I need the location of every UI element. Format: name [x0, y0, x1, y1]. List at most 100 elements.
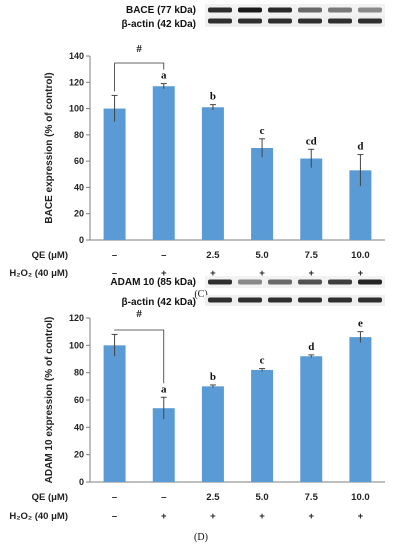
chart1-y-tick-label: 100	[69, 104, 84, 114]
chart2-blot-control-band	[328, 297, 352, 303]
chart2-qe-value: 10.0	[351, 492, 370, 503]
chart2-y-tick-label: 100	[69, 340, 84, 350]
chart2-h2o2-value: +	[308, 511, 314, 522]
chart2-qe-row-label: QE (μM)	[32, 492, 68, 503]
chart1-qe-value: 2.5	[206, 250, 220, 261]
chart1-h2o2-row-label: H₂O₂ (40 μM)	[9, 268, 68, 279]
chart1-blot-target-label: BACE (77 kDa)	[126, 5, 196, 16]
chart1-y-tick-label: 80	[74, 130, 84, 140]
chart1-qe-value: 10.0	[351, 250, 370, 261]
chart1-blot-control-strip	[205, 16, 385, 27]
chart2-significance-letter: d	[308, 341, 314, 353]
chart1-h2o2-value: +	[161, 268, 167, 279]
chart2-qe-value: –	[161, 492, 166, 503]
chart1-qe-value: –	[161, 250, 166, 261]
chart2-qe-value: 2.5	[206, 492, 220, 503]
chart2-blot-target-band	[328, 279, 352, 285]
chart1-blot-target-band	[238, 7, 262, 13]
chart1-blot-control-band	[238, 18, 262, 24]
chart2-h2o2-value: +	[358, 511, 364, 522]
chart2-qe-value: 5.0	[255, 492, 268, 503]
chart2-blot-target-band	[358, 279, 382, 285]
chart1-bar	[201, 107, 224, 240]
chart2-blot-control-band	[208, 297, 232, 303]
chart1-y-tick-label: 40	[74, 182, 84, 192]
chart1-blot-control-label: β-actin (42 kDa)	[122, 19, 196, 30]
chart2-comparison-bracket	[114, 329, 165, 384]
chart2-blot-target-band	[238, 279, 262, 285]
chart2-blot-control-band	[238, 297, 262, 303]
chart1-qe-value: 7.5	[305, 250, 319, 261]
chart1-significance-letter: b	[210, 91, 216, 103]
chart2-blot-target-label: ADAM 10 (85 kDa)	[110, 277, 196, 288]
chart2-blot-control-band	[298, 297, 322, 303]
chart1-blot-target-band	[268, 7, 292, 13]
chart1-significance-letter: cd	[306, 135, 317, 147]
chart1-bar	[152, 86, 175, 240]
chart1-panel-label: (C)	[194, 289, 207, 300]
chart2-h2o2-row-label: H₂O₂ (40 μM)	[9, 511, 68, 522]
chart1-comparison-bracket	[114, 62, 165, 92]
chart2-blot-target-strip	[205, 276, 385, 288]
chart1-y-tick-label: 120	[69, 77, 84, 87]
chart1-blot-target-band	[358, 7, 382, 13]
chart1-significance-letter: a	[161, 70, 167, 82]
chart2-significance-letter: c	[260, 355, 265, 367]
chart2-bar	[300, 356, 323, 482]
chart2-h2o2-value: –	[112, 511, 117, 522]
chart1-blot-target-strip	[205, 4, 385, 16]
chart1-bar	[251, 148, 274, 240]
chart2-h2o2-value: +	[210, 511, 216, 522]
chart1-y-tick-label: 140	[69, 51, 84, 61]
chart1-blot-target-band	[208, 7, 232, 13]
chart1-significance-letter: d	[357, 141, 363, 153]
chart2-blot-control-band	[268, 297, 292, 303]
chart2-significance-letter: b	[210, 371, 216, 383]
chart1-blot-control-band	[298, 18, 322, 24]
chart2-y-tick-label: 20	[74, 450, 84, 460]
chart1-y-tick-label: 60	[74, 156, 84, 166]
chart2-h2o2-value: +	[161, 511, 167, 522]
chart2-significance-letter: e	[358, 318, 363, 330]
chart2-blot-control-band	[358, 297, 382, 303]
chart1-qe-value: 5.0	[255, 250, 268, 261]
chart1-blot-control-band	[208, 18, 232, 24]
chart2-bar	[152, 408, 175, 482]
chart2-h2o2-value: +	[259, 511, 265, 522]
chart1-y-axis-title: BACE expression (% of control)	[44, 72, 55, 223]
chart1-blot-target-band	[298, 7, 322, 13]
chart2-y-tick-label: 120	[69, 313, 84, 323]
chart2-y-axis-title: ADAM 10 expression (% of control)	[44, 317, 55, 484]
chart1-blot-target-band	[328, 7, 352, 13]
chart2-bar	[103, 345, 126, 482]
chart2-qe-value: –	[112, 492, 117, 503]
chart1-h2o2-value: +	[358, 268, 364, 279]
chart1-hash-mark: #	[136, 43, 142, 55]
chart2-y-tick-label: 0	[79, 477, 84, 487]
chart1-y-tick-label: 0	[79, 235, 84, 245]
chart2-blot-target-band	[298, 279, 322, 285]
chart2-y-tick-label: 60	[74, 395, 84, 405]
chart2-bar	[251, 369, 274, 482]
chart1-h2o2-value: +	[259, 268, 265, 279]
chart2-hash-mark: #	[136, 308, 142, 320]
chart1-bar	[103, 108, 126, 240]
chart1-h2o2-value: –	[112, 268, 117, 279]
chart2-significance-letter: a	[161, 383, 167, 395]
chart1-h2o2-value: +	[308, 268, 314, 279]
chart1-blot-control-band	[358, 18, 382, 24]
chart2-qe-value: 7.5	[305, 492, 319, 503]
chart1-y-tick-label: 20	[74, 209, 84, 219]
chart1-qe-value: –	[112, 250, 117, 261]
chart2-bar	[201, 386, 224, 482]
chart2-y-tick-label: 40	[74, 422, 84, 432]
chart1-bar	[349, 170, 372, 240]
chart1-blot-control-band	[268, 18, 292, 24]
chart2-panel-label: (D)	[194, 532, 208, 543]
chart2-blot-target-band	[268, 279, 292, 285]
chart2-y-tick-label: 80	[74, 368, 84, 378]
chart1-bar	[300, 158, 323, 240]
chart1-significance-letter: c	[260, 125, 265, 137]
chart2-blot-control-label: β-actin (42 kDa)	[122, 297, 196, 308]
